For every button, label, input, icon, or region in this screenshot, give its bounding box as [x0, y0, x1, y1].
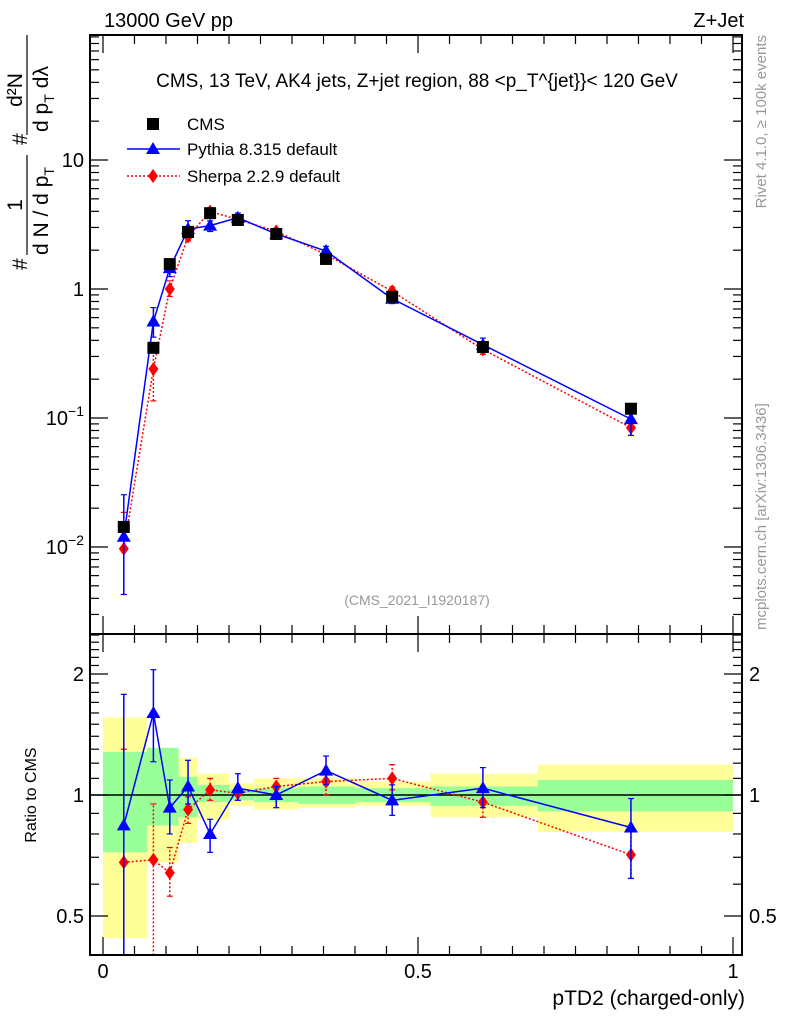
- pythia-ratio-point: [146, 705, 161, 718]
- ratio-y-tick-label-right: 0.5: [749, 906, 777, 928]
- y-label-hash2: #: [9, 133, 32, 145]
- pythia-ratio-point: [475, 781, 490, 794]
- cms-point: [163, 258, 176, 271]
- sherpa-point: [164, 282, 175, 296]
- pythia-ratio-point: [203, 826, 218, 839]
- x-tick-label: 1: [727, 961, 738, 983]
- pythia-ratio-point: [181, 779, 196, 792]
- stat-uncertainty-band: [147, 747, 179, 826]
- analysis-id: (CMS_2021_I1920187): [344, 592, 490, 608]
- ratio-frame: [89, 633, 743, 956]
- legend: CMS Pythia 8.315 default Sherpa 2.2.9 de…: [127, 115, 340, 186]
- x-tick-label: 0: [97, 961, 108, 983]
- pythia-ratio-point: [319, 763, 334, 776]
- y-tick-label: 10−2: [46, 532, 84, 559]
- plot-title: CMS, 13 TeV, AK4 jets, Z+jet region, 88 …: [156, 71, 678, 92]
- sherpa-point: [148, 361, 159, 376]
- x-axis-label: pTD2 (charged-only): [552, 987, 745, 1010]
- axis-ticks: [90, 35, 742, 956]
- ratio-data: [116, 669, 638, 955]
- stat-uncertainty-band: [103, 751, 148, 853]
- legend-cms-marker: [147, 118, 159, 130]
- sherpa-ratio-point: [205, 782, 216, 797]
- sherpa-ratio-point: [183, 802, 194, 817]
- sherpa-ratio-point: [164, 865, 175, 880]
- y-tick-label: 1: [73, 279, 84, 301]
- y-label-den1: d N / d pT: [30, 167, 57, 255]
- legend-sherpa-label: Sherpa 2.2.9 default: [187, 167, 340, 186]
- cms-point: [182, 225, 195, 238]
- pythia-point: [203, 218, 218, 231]
- rivet-label: Rivet 4.1.0, ≥ 100k events: [753, 35, 770, 208]
- ratio-y-tick-label-right: 1: [749, 785, 760, 807]
- tick-labels: 10 1 10−1 10−2 2 2 1 1 0.5 0.5 0 0.5 1: [46, 150, 777, 983]
- x-tick-label: 0.5: [404, 961, 432, 983]
- legend-pythia-label: Pythia 8.315 default: [187, 140, 338, 159]
- pythia-point: [146, 314, 161, 327]
- legend-cms-label: CMS: [187, 115, 225, 134]
- cms-point: [117, 520, 130, 533]
- y-tick-label: 10−1: [46, 403, 84, 430]
- cms-point: [320, 252, 333, 265]
- cms-point: [231, 213, 244, 226]
- header-process: Z+Jet: [693, 10, 744, 32]
- ratio-y-tick-label: 0.5: [56, 906, 84, 928]
- ratio-y-tick-label-right: 2: [749, 664, 760, 686]
- ratio-bands: [103, 717, 733, 939]
- pythia-ratio-point: [116, 818, 131, 831]
- y-label-num2: d²N: [4, 73, 27, 107]
- legend-sherpa-marker: [148, 169, 158, 183]
- ratio-y-label: Ratio to CMS: [23, 747, 40, 842]
- pythia-ratio-point: [623, 820, 638, 833]
- cms-point: [624, 402, 637, 415]
- ratio-y-tick-label: 2: [73, 664, 84, 686]
- sherpa-ratio-point: [387, 771, 398, 786]
- cms-point: [147, 341, 160, 354]
- cms-point: [270, 227, 283, 240]
- pythia-line: [123, 216, 632, 537]
- cms-point: [204, 207, 217, 220]
- stat-uncertainty-band: [197, 784, 229, 803]
- ratio-y-tick-label: 1: [73, 785, 84, 807]
- pythia-point: [623, 412, 638, 425]
- pythia-ratio-point: [269, 788, 284, 800]
- mcplots-label: mcplots.cern.ch [arXiv:1306.3436]: [753, 403, 770, 630]
- pythia-ratio-point: [385, 793, 400, 806]
- y-label-den2: d pTdλ: [30, 66, 57, 132]
- sherpa-ratio-point: [148, 852, 159, 867]
- cms-point: [386, 290, 399, 303]
- cms-point: [476, 341, 489, 354]
- y-label-one: 1: [4, 199, 27, 211]
- y-tick-label: 10: [62, 150, 84, 172]
- pythia-point: [116, 529, 131, 542]
- pythia-ratio-point: [162, 800, 177, 813]
- legend-pythia-marker: [146, 142, 160, 154]
- sherpa-ratio-line: [123, 777, 632, 875]
- y-axis-label: # 1 d N / d pT # d²N d pTdλ: [4, 35, 57, 270]
- main-data: [116, 204, 638, 596]
- y-label-hash1: #: [9, 258, 32, 270]
- pythia-ratio-point: [230, 781, 245, 794]
- header-energy: 13000 GeV pp: [104, 10, 233, 32]
